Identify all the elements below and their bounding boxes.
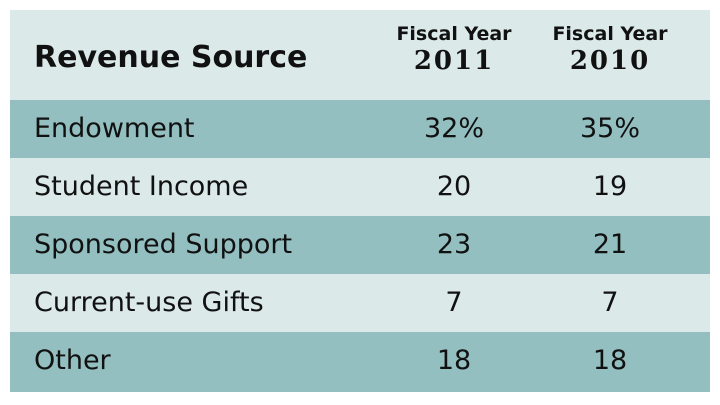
table-row-student-income: Student Income 20 19 [10, 158, 710, 216]
header-revenue-source: Revenue Source [34, 40, 308, 75]
row-value-2011: 18 [436, 345, 472, 376]
row-value-2010: 18 [592, 345, 628, 376]
row-value-2011: 20 [436, 171, 472, 202]
table-row-endowment: Endowment 32% 35% [10, 100, 710, 158]
row-value-2011: 32% [423, 113, 484, 144]
header-year-label-2011: Fiscal Year [396, 23, 512, 45]
header-year-2010: 2010 [569, 46, 651, 76]
row-source: Current-use Gifts [34, 287, 264, 318]
row-value-2010: 21 [592, 229, 628, 260]
table-header: Revenue Source Fiscal Year 2011 Fiscal Y… [10, 10, 710, 100]
table-row-other: Other 18 18 [10, 332, 710, 392]
header-year-2011: 2011 [413, 46, 495, 76]
table-row-sponsored-support: Sponsored Support 23 21 [10, 216, 710, 274]
row-source: Endowment [34, 113, 195, 144]
table-row-current-use-gifts: Current-use Gifts 7 7 [10, 274, 710, 332]
revenue-table: Revenue Source Fiscal Year 2011 Fiscal Y… [10, 10, 710, 392]
row-source: Other [34, 345, 111, 376]
row-value-2011: 7 [445, 287, 463, 318]
header-fiscal-year-2010: Fiscal Year 2010 [535, 22, 685, 76]
row-value-2011: 23 [436, 229, 472, 260]
row-source: Student Income [34, 171, 249, 202]
row-value-2010: 19 [592, 171, 628, 202]
row-value-2010: 35% [579, 113, 640, 144]
header-year-label-2010: Fiscal Year [552, 23, 668, 45]
row-source: Sponsored Support [34, 229, 293, 260]
header-fiscal-year-2011: Fiscal Year 2011 [379, 22, 529, 76]
row-value-2010: 7 [601, 287, 619, 318]
